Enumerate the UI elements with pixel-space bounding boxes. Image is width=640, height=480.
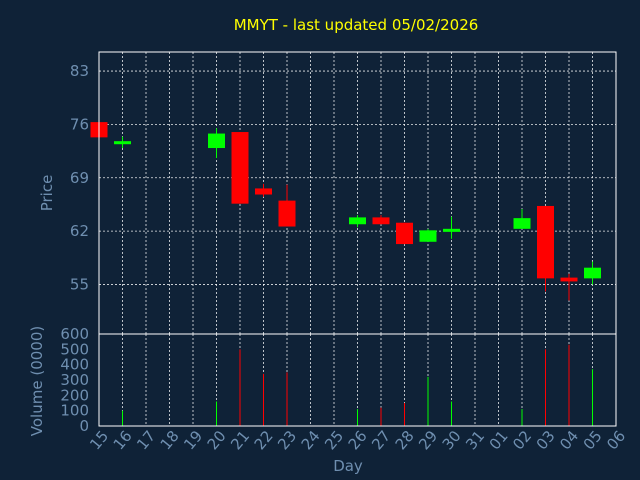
chart-title: MMYT - last updated 05/02/2026 bbox=[234, 16, 479, 34]
x-tick-label: 19 bbox=[180, 427, 206, 453]
volume-plot-frame bbox=[98, 333, 617, 427]
x-tick-label: 21 bbox=[227, 427, 253, 453]
candle-body bbox=[255, 188, 272, 195]
volume-axis-label: Volume (0000) bbox=[28, 326, 46, 436]
x-tick-label: 02 bbox=[509, 427, 535, 453]
candle-body bbox=[114, 141, 131, 145]
price-tick-label: 62 bbox=[70, 222, 89, 240]
x-tick-label: 27 bbox=[368, 427, 394, 453]
price-grid bbox=[98, 52, 617, 334]
x-tick-label: 25 bbox=[321, 427, 347, 453]
candle-body bbox=[443, 228, 460, 232]
candle-body bbox=[513, 218, 531, 229]
x-tick-label: 17 bbox=[133, 427, 159, 453]
candles bbox=[90, 120, 601, 301]
candle-body bbox=[560, 277, 578, 282]
price-tick-label: 55 bbox=[70, 275, 89, 293]
x-tick-label: 16 bbox=[110, 427, 136, 453]
x-axis-label: Day bbox=[333, 457, 363, 475]
x-tick-label: 30 bbox=[439, 427, 465, 453]
candle-body bbox=[372, 217, 390, 225]
price-tick-label: 83 bbox=[70, 62, 89, 80]
price-axis-label: Price bbox=[38, 175, 56, 212]
candle-body bbox=[419, 230, 437, 242]
x-tick-label: 18 bbox=[157, 427, 183, 453]
price-tick-label: 76 bbox=[70, 115, 89, 133]
price-axis: 55 62 69 76 83 bbox=[70, 62, 89, 293]
candle-body bbox=[584, 267, 601, 279]
x-tick-label: 29 bbox=[415, 427, 441, 453]
volume-tick-label: 100 bbox=[60, 402, 89, 420]
volume-tick-label: 200 bbox=[60, 386, 89, 404]
volume-tick-label: 0 bbox=[79, 417, 89, 435]
x-tick-label: 03 bbox=[533, 427, 559, 453]
volume-tick-label: 600 bbox=[60, 325, 89, 343]
candle-body bbox=[396, 222, 413, 245]
candle-body bbox=[231, 132, 249, 204]
x-tick-label: 26 bbox=[345, 427, 371, 453]
x-tick-label: 05 bbox=[580, 427, 606, 453]
x-tick-label: 23 bbox=[274, 427, 300, 453]
x-tick-label: 01 bbox=[486, 427, 512, 453]
x-tick-label: 20 bbox=[204, 427, 230, 453]
price-tick-label: 69 bbox=[70, 169, 89, 187]
volume-tick-label: 400 bbox=[60, 356, 89, 374]
x-tick-label: 06 bbox=[603, 427, 629, 453]
x-tick-label: 22 bbox=[251, 427, 277, 453]
x-tick-label: 04 bbox=[556, 427, 582, 453]
x-tick-label: 24 bbox=[298, 427, 324, 453]
candle-body bbox=[537, 205, 554, 279]
volume-tick-label: 300 bbox=[60, 371, 89, 389]
x-tick-label: 15 bbox=[86, 427, 112, 453]
candle-body bbox=[208, 133, 225, 149]
volume-bars bbox=[122, 344, 593, 426]
x-tick-label: 31 bbox=[462, 427, 488, 453]
volume-tick-label: 500 bbox=[60, 340, 89, 358]
candle-body bbox=[349, 217, 366, 225]
x-tick-label: 28 bbox=[392, 427, 418, 453]
candle-body bbox=[278, 200, 296, 227]
x-axis: 1516171819202122232425262728293031010203… bbox=[86, 427, 629, 453]
